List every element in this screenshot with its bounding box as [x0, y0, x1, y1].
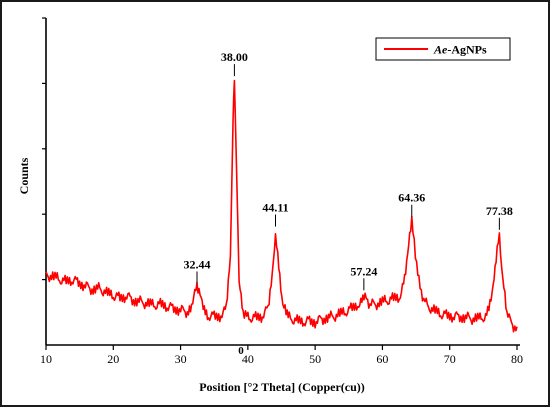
peak-label-57.24: 57.24	[350, 264, 377, 278]
peak-label-64.36: 64.36	[398, 191, 425, 205]
x-tick-label-10: 10	[40, 352, 52, 366]
x-tick-label-70: 70	[444, 352, 456, 366]
legend-label-italic: Ae	[433, 43, 448, 57]
y-axis-ticks	[42, 17, 46, 281]
legend: Ae-AgNPs	[375, 37, 511, 61]
y-origin-label: 0	[238, 345, 244, 357]
peak-annotations: 32.44 38.00 44.11 57.24 64.36 77.38	[183, 50, 513, 291]
peak-label-44.11: 44.11	[262, 201, 288, 215]
peak-label-77.38: 77.38	[486, 204, 513, 218]
peak-label-32.44: 32.44	[183, 257, 210, 271]
legend-label-rest: -AgNPs	[447, 43, 487, 57]
legend-label: Ae-AgNPs	[433, 43, 487, 57]
legend-box	[375, 37, 511, 61]
x-axis-ticks: 10 20 30 40 50 60 70 80	[40, 345, 523, 366]
x-tick-label-50: 50	[309, 352, 321, 366]
x-tick-label-60: 60	[376, 352, 388, 366]
x-axis-label: Position [°2 Theta] (Copper(cu))	[199, 380, 365, 394]
x-tick-label-20: 20	[107, 352, 119, 366]
y-axis-label: Counts	[17, 157, 31, 194]
x-tick-label-80: 80	[511, 352, 523, 366]
series-line-ae-agnps	[45, 79, 518, 333]
x-tick-label-30: 30	[175, 352, 187, 366]
x-tick-label-40: 40	[242, 352, 254, 366]
peak-label-38.00: 38.00	[221, 50, 248, 64]
